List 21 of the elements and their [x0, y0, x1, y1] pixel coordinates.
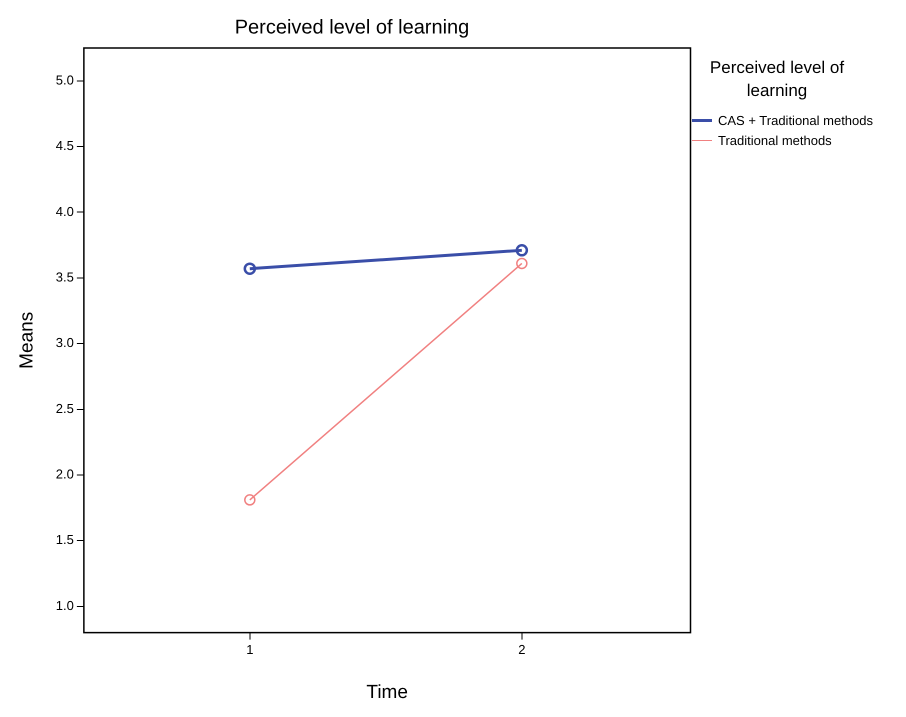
y-tick-label: 4.0 [56, 204, 74, 219]
point [516, 258, 528, 270]
y-tick-label: 1.0 [56, 598, 74, 613]
legend-label: CAS + Traditional methods [718, 112, 873, 128]
y-tick-label: 1.5 [56, 532, 74, 548]
y-tick-label: 5.0 [56, 72, 74, 88]
x-tick-label: 1 [246, 642, 254, 657]
y-axis-title: Means [16, 312, 38, 369]
chart-title: Perceived level of learning [234, 16, 470, 39]
y-tick-label: 3.5 [56, 269, 74, 284]
point [244, 494, 256, 506]
point [244, 262, 256, 275]
point [516, 244, 528, 257]
y-tick-label: 2.5 [56, 400, 74, 416]
legend-label: Traditional methods [718, 132, 832, 148]
x-tick-label: 2 [518, 642, 526, 657]
x-axis-title: Time [366, 682, 408, 703]
legend-title: Perceived level of learning [708, 57, 846, 102]
y-tick-label: 2.0 [56, 466, 74, 482]
y-tick-label: 4.5 [56, 138, 74, 154]
y-tick-label: 3.0 [56, 335, 74, 350]
